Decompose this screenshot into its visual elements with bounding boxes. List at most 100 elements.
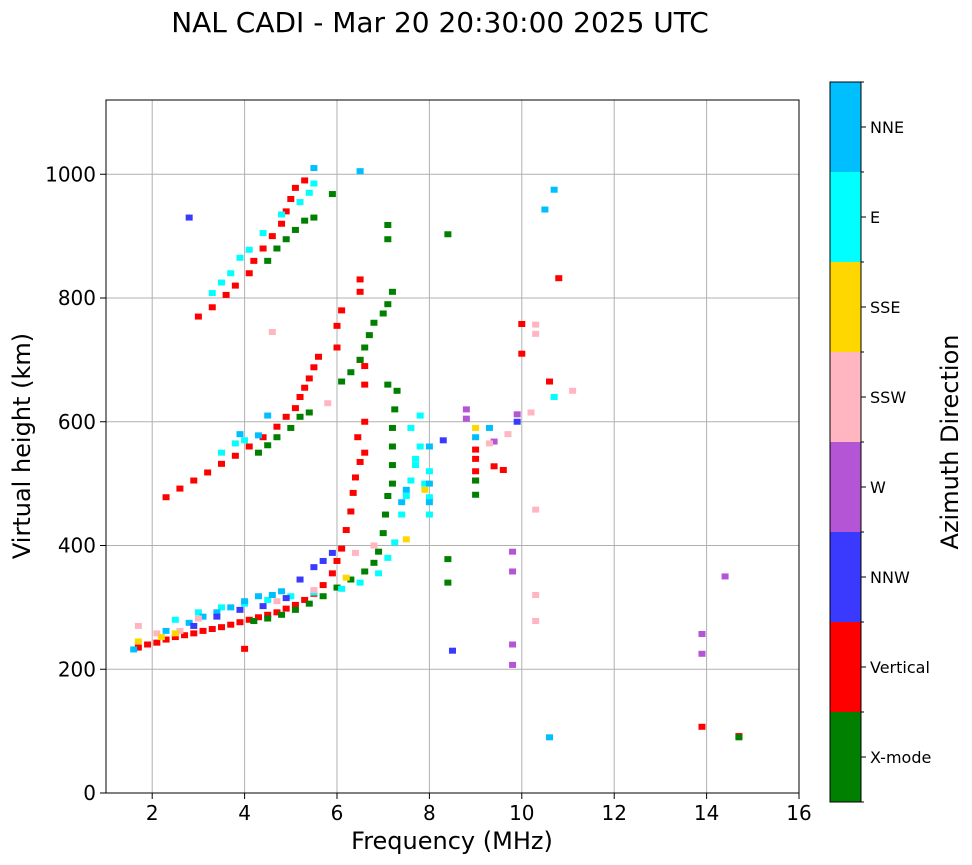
data-point-w	[490, 438, 498, 445]
data-point-w	[513, 411, 521, 418]
data-point-x-mode	[388, 462, 396, 469]
data-point-e	[241, 437, 249, 444]
y-axis-label: Virtual height (km)	[8, 333, 36, 559]
data-point-sse	[472, 424, 480, 431]
data-point-x-mode	[305, 409, 313, 416]
y-tick-label: 800	[58, 286, 96, 310]
data-point-w	[698, 650, 706, 657]
y-tick-label: 200	[58, 657, 96, 681]
data-point-x-mode	[328, 191, 336, 198]
data-point-e	[425, 468, 433, 475]
data-point-e	[421, 480, 429, 487]
data-point-x-mode	[347, 369, 355, 376]
data-point-vertical	[301, 177, 309, 184]
data-point-nne	[541, 206, 549, 213]
data-point-vertical	[333, 322, 341, 329]
colorbar-tick-label: W	[870, 478, 886, 497]
data-point-e	[264, 596, 272, 603]
data-point-vertical	[305, 375, 313, 382]
data-point-nne	[199, 613, 207, 620]
colorbar-tick-label: SSE	[870, 298, 900, 317]
data-point-vertical	[518, 350, 526, 357]
data-point-e	[407, 424, 415, 431]
data-point-ssw	[134, 622, 142, 629]
data-point-e	[208, 290, 216, 297]
data-point-x-mode	[273, 434, 281, 441]
data-point-sse	[342, 574, 350, 581]
data-point-nne	[425, 499, 433, 506]
data-point-nne	[398, 499, 406, 506]
data-point-x-mode	[735, 734, 743, 741]
data-point-x-mode	[296, 413, 304, 420]
data-point-nne	[425, 480, 433, 487]
data-point-ssw	[273, 598, 281, 605]
data-point-ssw	[527, 409, 535, 416]
data-point-vertical	[273, 609, 281, 616]
data-point-vertical	[282, 413, 290, 420]
data-point-vertical	[231, 282, 239, 289]
data-point-nne	[485, 424, 493, 431]
colorbar-tick-label: E	[870, 208, 880, 227]
data-point-vertical	[190, 477, 198, 484]
data-point-vertical	[245, 443, 253, 450]
data-point-sse	[171, 630, 179, 637]
data-point-x-mode	[444, 556, 452, 563]
data-point-e	[425, 511, 433, 518]
data-point-nne	[356, 168, 364, 175]
data-point-x-mode	[388, 480, 396, 487]
data-point-vertical	[472, 468, 480, 475]
data-point-x-mode	[444, 579, 452, 586]
data-point-w	[509, 568, 517, 575]
chart-title: NAL CADI - Mar 20 20:30:00 2025 UTC	[171, 6, 709, 39]
data-point-vertical	[171, 634, 179, 641]
data-point-ssw	[532, 506, 540, 513]
data-point-w	[721, 573, 729, 580]
data-point-ssw	[485, 440, 493, 447]
data-point-vertical	[361, 418, 369, 425]
data-point-vertical	[236, 619, 244, 626]
data-point-w	[509, 661, 517, 668]
x-tick-label: 8	[423, 801, 436, 825]
data-point-e	[171, 616, 179, 623]
data-point-e	[338, 585, 346, 592]
data-point-vertical	[296, 394, 304, 400]
data-point-e	[194, 609, 202, 616]
data-point-vertical	[231, 452, 239, 459]
y-tick-label: 400	[58, 534, 96, 558]
data-point-x-mode	[291, 606, 299, 613]
data-point-x-mode	[384, 236, 392, 243]
data-point-e	[398, 511, 406, 518]
data-point-nne	[310, 165, 318, 172]
data-point-nne	[264, 412, 272, 419]
data-point-vertical	[241, 645, 249, 652]
data-point-w	[509, 548, 517, 555]
x-tick-label: 6	[331, 801, 344, 825]
data-point-vertical	[342, 527, 350, 534]
data-point-vertical	[356, 458, 364, 465]
data-point-vertical	[349, 489, 357, 496]
x-tick-label: 10	[509, 801, 534, 825]
data-point-x-mode	[384, 301, 392, 308]
data-point-e	[218, 279, 225, 286]
y-tick-label: 600	[58, 410, 96, 434]
data-point-w	[509, 641, 517, 648]
colorbar-segment	[830, 352, 861, 442]
y-axis: 0 200 400 600 800 1000	[45, 162, 106, 805]
data-point-nne	[213, 609, 221, 616]
data-point-e	[425, 494, 433, 501]
data-point-x-mode	[379, 310, 387, 317]
data-point-vertical	[162, 494, 170, 501]
data-point-e	[402, 493, 410, 499]
data-point-e	[356, 579, 364, 586]
data-point-vertical	[291, 405, 299, 412]
data-point-e	[412, 455, 420, 462]
data-point-vertical	[490, 463, 498, 470]
data-point-vertical	[245, 270, 253, 277]
x-tick-label: 16	[786, 801, 811, 825]
data-point-vertical	[291, 601, 299, 608]
data-point-e	[305, 189, 313, 196]
data-point-nne	[402, 486, 410, 493]
data-point-sse	[157, 634, 165, 641]
data-point-x-mode	[384, 221, 392, 228]
data-point-nnw	[328, 549, 336, 556]
